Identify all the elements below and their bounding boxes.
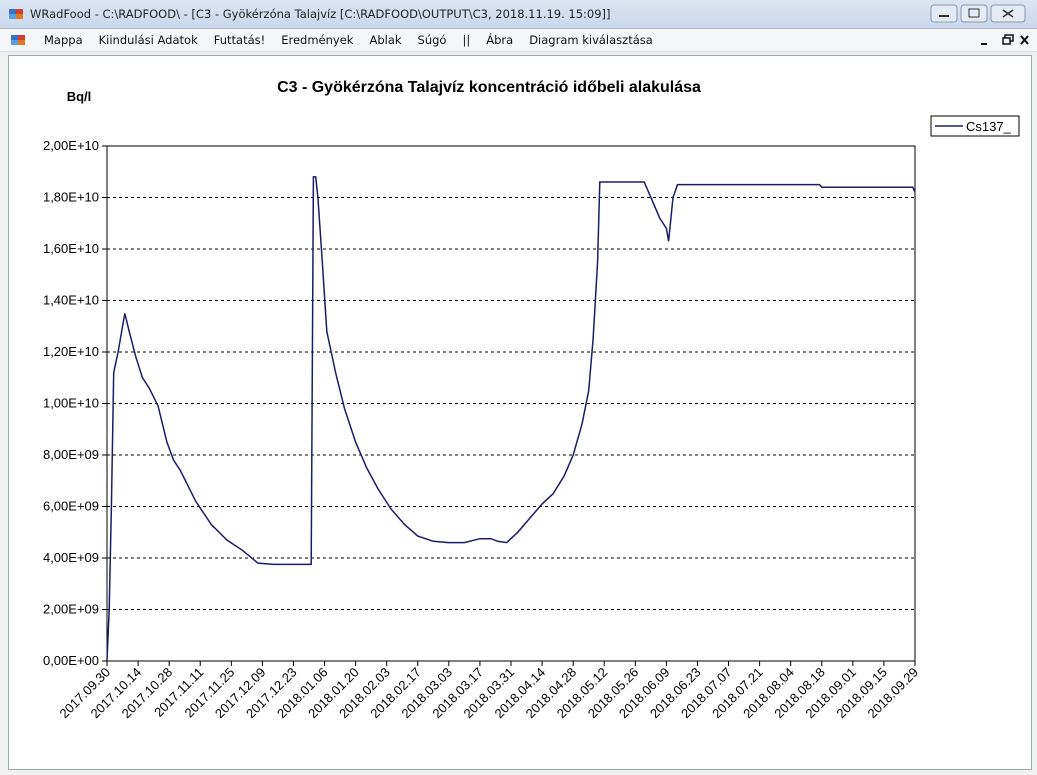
minimize-button[interactable] <box>930 4 958 23</box>
menu-item[interactable]: Súgó <box>417 33 447 47</box>
menu-item[interactable]: || <box>462 33 471 47</box>
menu-item[interactable]: Futtatás! <box>213 33 266 47</box>
child-close[interactable] <box>1020 35 1029 45</box>
y-tick-label: 0,00E+00 <box>43 653 99 668</box>
child-icon <box>11 35 25 45</box>
menu-item[interactable]: Ábra <box>486 33 514 47</box>
y-tick-label: 4,00E+09 <box>43 550 99 565</box>
menu: Mappa Kiindulási Adatok Futtatás! Eredménye… <box>36 33 661 47</box>
y-tick-label: 6,00E+09 <box>43 499 99 514</box>
menu-item[interactable]: Diagram kiválasztása <box>529 33 653 47</box>
y-tick-label: 1,20E+10 <box>43 344 99 359</box>
app-icon <box>9 9 23 19</box>
menu-item[interactable]: Mappa <box>44 33 83 47</box>
child-restore[interactable] <box>1002 37 1011 45</box>
maximize-button[interactable] <box>960 4 988 23</box>
y-tick-label: 8,00E+09 <box>43 447 99 462</box>
y-tick-label: 1,80E+10 <box>43 190 99 205</box>
data-line <box>106 176 916 662</box>
y-tick-label: 2,00E+09 <box>43 602 99 617</box>
y-tick-label: 1,60E+10 <box>43 241 99 256</box>
legend-label: Cs137_ <box>966 119 1012 134</box>
menu-item[interactable]: Kiindulási Adatok <box>98 33 198 47</box>
y-tick-label: 2,00E+10 <box>43 138 99 153</box>
chart: C3 - Gyökérzóna Talajvíz koncentráció id… <box>43 79 1020 721</box>
legend-box <box>930 115 1020 137</box>
menu-item[interactable]: Ablak <box>369 33 402 47</box>
menu-bar: Mappa Kiindulási Adatok Futtatás! Eredménye… <box>0 29 1037 52</box>
y-tick-label: 1,00E+10 <box>43 396 99 411</box>
child-controls <box>981 34 1029 45</box>
window-controls <box>930 4 1026 23</box>
chart-title: C3 - Gyökérzóna Talajvíz koncentráció id… <box>277 79 701 96</box>
y-axis-label: Bq/l <box>67 89 92 104</box>
title-bar: WRadFood - C:\RADFOOD\ - [C3 - Gyökérzón… <box>0 0 1037 29</box>
window-title: WRadFood - C:\RADFOOD\ - [C3 - Gyökérzón… <box>30 7 611 21</box>
menu-item[interactable]: Eredmények <box>281 33 354 47</box>
y-tick-label: 1,40E+10 <box>43 293 99 308</box>
child-minimize[interactable] <box>981 43 987 45</box>
chart-window: C3 - Gyökérzóna Talajvíz koncentráció id… <box>8 55 1032 770</box>
